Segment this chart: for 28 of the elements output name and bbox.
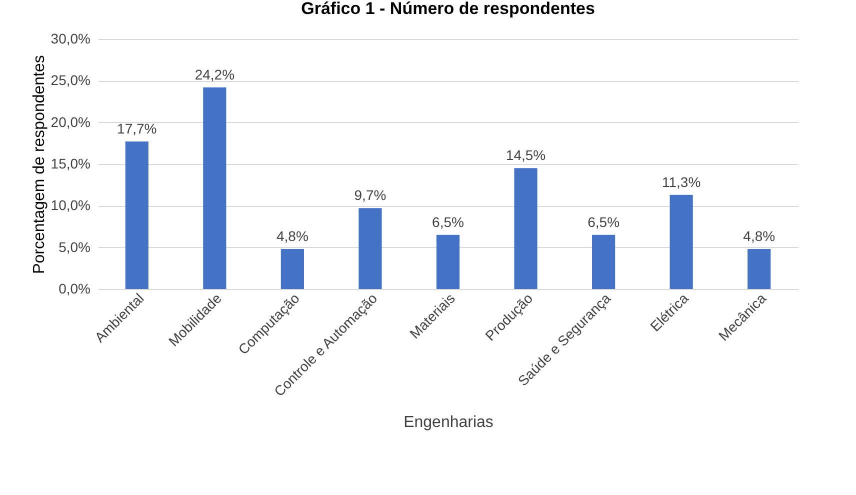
- bar: [280, 249, 304, 289]
- y-tick-label: 15,0%: [50, 156, 90, 172]
- y-axis-title: Porcentagem de respondentes: [30, 55, 48, 274]
- data-label: 24,2%: [194, 66, 235, 82]
- chart-title: Gráfico 1 - Número de respondentes: [301, 0, 595, 18]
- y-tick-label: 20,0%: [50, 114, 90, 130]
- y-tick-label: 25,0%: [50, 72, 90, 88]
- y-tick-label: 30,0%: [50, 30, 90, 46]
- bar: [436, 234, 460, 289]
- data-label: 14,5%: [506, 147, 546, 164]
- data-label: 6,5%: [588, 214, 620, 230]
- bar: [670, 194, 693, 289]
- bar: [514, 168, 538, 289]
- y-tick-label: 5,0%: [58, 238, 90, 255]
- data-label: 11,3%: [662, 174, 701, 190]
- y-tick-label: 0,0%: [58, 280, 90, 296]
- bar: [203, 87, 226, 289]
- data-label: 4,8%: [743, 228, 776, 244]
- bar: [748, 249, 771, 289]
- bar: [592, 234, 616, 289]
- data-label: 17,7%: [117, 120, 157, 136]
- data-label: 6,5%: [432, 214, 464, 230]
- x-axis-title: Engenharias: [404, 414, 494, 431]
- bar: [125, 142, 148, 289]
- y-tick-label: 10,0%: [50, 197, 90, 214]
- data-label: 4,8%: [276, 228, 308, 244]
- data-label: 9,7%: [354, 187, 386, 204]
- bar: [358, 208, 382, 289]
